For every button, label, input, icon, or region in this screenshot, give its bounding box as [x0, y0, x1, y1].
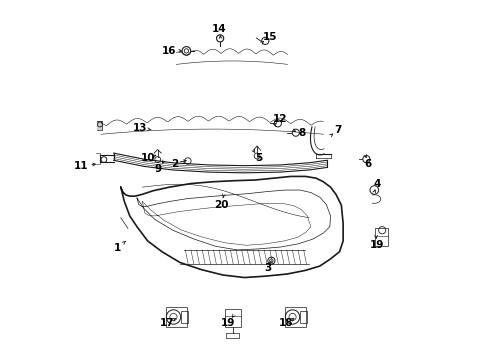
Text: 4: 4 [373, 179, 380, 189]
Text: 10: 10 [140, 153, 155, 163]
Text: 19: 19 [221, 319, 235, 328]
Text: 18: 18 [278, 319, 292, 328]
Text: 15: 15 [262, 32, 276, 41]
Text: 3: 3 [264, 263, 271, 273]
Text: 6: 6 [364, 159, 371, 169]
Text: 8: 8 [298, 129, 305, 138]
Text: 13: 13 [133, 123, 147, 133]
Text: 20: 20 [214, 200, 228, 210]
Text: 2: 2 [171, 159, 178, 169]
Text: 16: 16 [162, 46, 176, 56]
Text: 12: 12 [273, 114, 287, 124]
Text: 14: 14 [212, 24, 226, 35]
Text: 1: 1 [113, 243, 121, 253]
Text: 9: 9 [155, 164, 162, 174]
Text: 5: 5 [255, 153, 262, 163]
Text: 11: 11 [74, 161, 88, 171]
Text: 7: 7 [333, 125, 341, 135]
Text: 17: 17 [160, 319, 174, 328]
Text: 19: 19 [369, 239, 384, 249]
